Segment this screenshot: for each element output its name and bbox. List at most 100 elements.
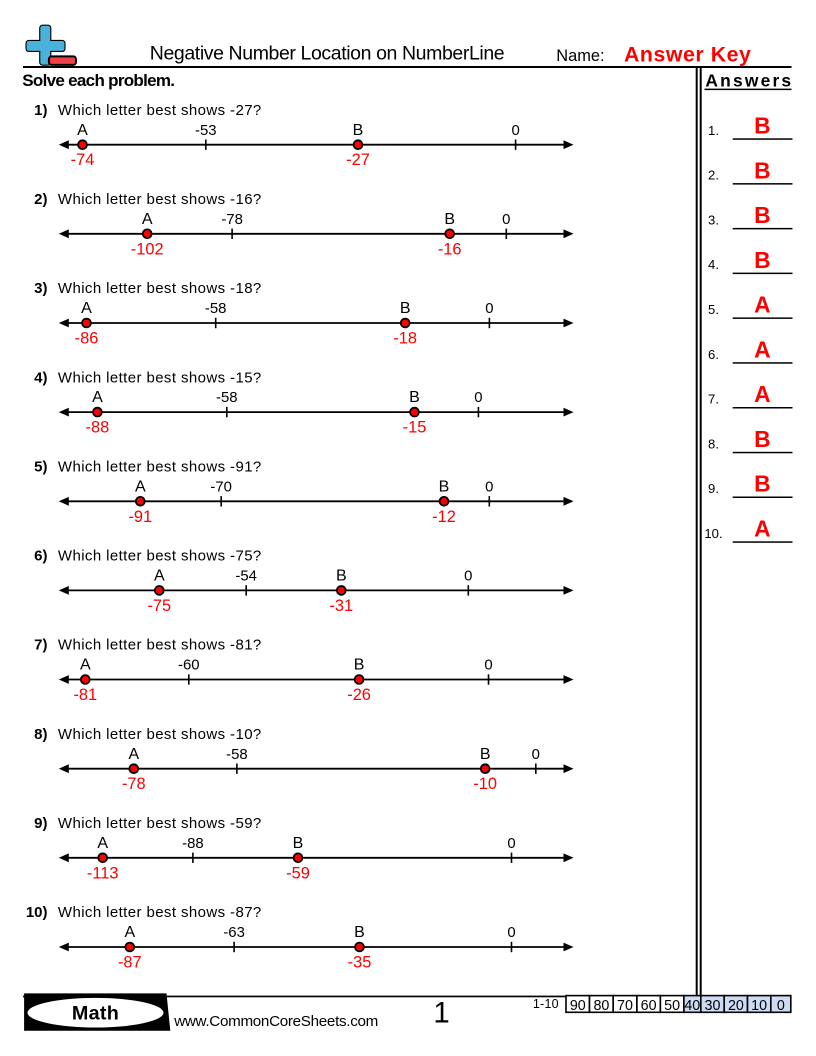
svg-text:8): 8) bbox=[34, 726, 47, 743]
svg-text:-16: -16 bbox=[438, 240, 462, 258]
svg-text:-70: -70 bbox=[210, 479, 232, 495]
svg-text:1-10: 1-10 bbox=[533, 997, 559, 1011]
svg-text:-10: -10 bbox=[473, 775, 497, 793]
svg-text:A: A bbox=[754, 336, 770, 362]
svg-text:2.: 2. bbox=[708, 168, 719, 183]
svg-text:-75: -75 bbox=[147, 597, 171, 615]
svg-text:A: A bbox=[754, 516, 770, 542]
svg-text:-15: -15 bbox=[403, 419, 427, 437]
svg-text:1.: 1. bbox=[708, 123, 719, 138]
svg-text:Answer Key: Answer Key bbox=[624, 43, 751, 67]
svg-text:-78: -78 bbox=[122, 775, 146, 793]
svg-text:A: A bbox=[135, 478, 146, 495]
svg-text:Which letter best shows -75?: Which letter best shows -75? bbox=[58, 548, 262, 565]
svg-text:50: 50 bbox=[664, 998, 680, 1014]
svg-text:3): 3) bbox=[34, 280, 47, 297]
svg-text:B: B bbox=[754, 426, 770, 452]
svg-text:-74: -74 bbox=[71, 151, 95, 169]
svg-text:Which letter best shows -10?: Which letter best shows -10? bbox=[58, 726, 262, 743]
svg-text:Negative Number Location on Nu: Negative Number Location on NumberLine bbox=[150, 43, 504, 65]
svg-text:-113: -113 bbox=[87, 864, 119, 882]
svg-text:70: 70 bbox=[617, 998, 633, 1014]
svg-text:30: 30 bbox=[705, 998, 721, 1014]
svg-text:0: 0 bbox=[485, 479, 493, 495]
svg-text:A: A bbox=[754, 292, 770, 318]
svg-text:4): 4) bbox=[34, 369, 47, 386]
svg-text:-81: -81 bbox=[73, 686, 97, 704]
svg-text:-78: -78 bbox=[221, 212, 243, 228]
svg-text:B: B bbox=[354, 924, 365, 941]
svg-text:B: B bbox=[754, 113, 770, 139]
svg-text:10): 10) bbox=[26, 904, 48, 921]
svg-text:B: B bbox=[354, 657, 365, 674]
svg-text:B: B bbox=[754, 471, 770, 497]
svg-text:-27: -27 bbox=[346, 151, 370, 169]
svg-text:Which letter best shows -81?: Which letter best shows -81? bbox=[58, 637, 262, 654]
svg-text:Which letter best shows -16?: Which letter best shows -16? bbox=[58, 191, 262, 208]
svg-text:B: B bbox=[293, 835, 304, 852]
svg-text:0: 0 bbox=[511, 123, 519, 139]
svg-text:0: 0 bbox=[507, 925, 515, 941]
svg-text:60: 60 bbox=[641, 998, 657, 1014]
svg-text:5): 5) bbox=[34, 459, 47, 476]
svg-text:7.: 7. bbox=[708, 392, 719, 407]
svg-text:0: 0 bbox=[474, 390, 482, 406]
svg-text:0: 0 bbox=[464, 569, 472, 585]
svg-text:10.: 10. bbox=[704, 526, 722, 541]
svg-text:20: 20 bbox=[728, 998, 744, 1014]
svg-text:B: B bbox=[754, 157, 770, 183]
svg-text:-102: -102 bbox=[131, 240, 164, 258]
svg-text:3.: 3. bbox=[708, 213, 719, 228]
svg-text:-58: -58 bbox=[216, 390, 238, 406]
svg-text:B: B bbox=[409, 389, 420, 406]
svg-text:1: 1 bbox=[433, 996, 449, 1029]
svg-text:-26: -26 bbox=[347, 686, 371, 704]
svg-text:6): 6) bbox=[34, 548, 47, 565]
svg-text:A: A bbox=[128, 746, 139, 763]
svg-text:B: B bbox=[754, 202, 770, 228]
svg-text:Math: Math bbox=[72, 1003, 119, 1025]
svg-text:8.: 8. bbox=[708, 436, 719, 451]
svg-text:6.: 6. bbox=[708, 347, 719, 362]
svg-text:40: 40 bbox=[684, 998, 700, 1014]
svg-text:-54: -54 bbox=[235, 569, 257, 585]
svg-text:5.: 5. bbox=[708, 302, 719, 317]
svg-text:-88: -88 bbox=[86, 419, 110, 437]
svg-text:A: A bbox=[97, 835, 108, 852]
svg-text:1): 1) bbox=[34, 102, 47, 119]
svg-text:-87: -87 bbox=[118, 954, 142, 972]
svg-text:Answers: Answers bbox=[705, 71, 793, 91]
svg-text:0: 0 bbox=[484, 658, 492, 674]
svg-text:Which letter best shows -15?: Which letter best shows -15? bbox=[58, 369, 262, 386]
svg-text:80: 80 bbox=[593, 998, 609, 1014]
svg-text:B: B bbox=[754, 247, 770, 273]
svg-text:-60: -60 bbox=[178, 658, 200, 674]
svg-text:10: 10 bbox=[751, 998, 767, 1014]
svg-text:0: 0 bbox=[507, 836, 515, 852]
svg-text:B: B bbox=[400, 300, 411, 317]
svg-text:-58: -58 bbox=[205, 301, 227, 317]
svg-text:4.: 4. bbox=[708, 257, 719, 272]
svg-text:A: A bbox=[77, 122, 88, 139]
svg-text:Which letter best shows -27?: Which letter best shows -27? bbox=[58, 102, 262, 119]
svg-text:90: 90 bbox=[570, 998, 586, 1014]
svg-text:B: B bbox=[353, 122, 364, 139]
svg-text:B: B bbox=[480, 746, 491, 763]
svg-text:-91: -91 bbox=[128, 508, 152, 526]
svg-text:-88: -88 bbox=[182, 836, 204, 852]
svg-text:A: A bbox=[754, 381, 770, 407]
svg-text:A: A bbox=[124, 924, 135, 941]
svg-text:B: B bbox=[336, 568, 347, 585]
svg-text:A: A bbox=[92, 389, 103, 406]
svg-text:-86: -86 bbox=[75, 330, 99, 348]
svg-text:-12: -12 bbox=[432, 508, 456, 526]
svg-text:B: B bbox=[444, 211, 455, 228]
svg-text:-35: -35 bbox=[348, 954, 372, 972]
svg-text:-59: -59 bbox=[286, 864, 310, 882]
svg-text:Solve each problem.: Solve each problem. bbox=[22, 71, 174, 90]
svg-text:9.: 9. bbox=[708, 481, 719, 496]
svg-text:A: A bbox=[154, 568, 165, 585]
svg-text:-58: -58 bbox=[226, 747, 248, 763]
svg-text:A: A bbox=[81, 300, 92, 317]
svg-text:-18: -18 bbox=[393, 330, 417, 348]
